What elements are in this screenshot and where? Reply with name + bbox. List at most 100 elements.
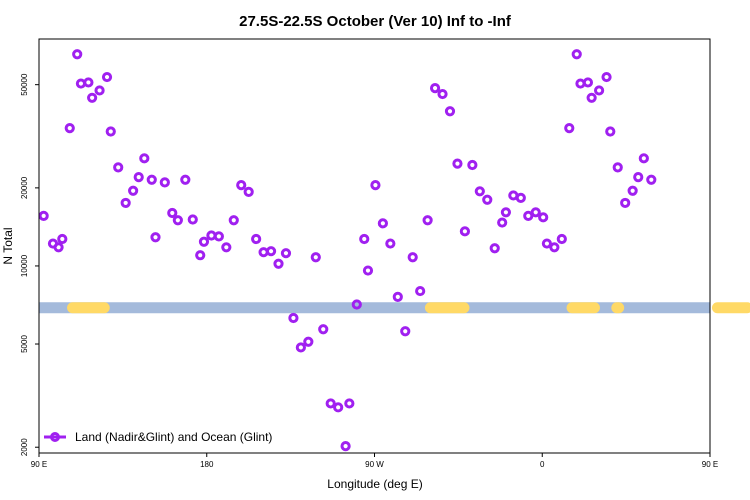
legend-marker [50, 432, 60, 442]
data-point [120, 197, 131, 209]
data-point [180, 174, 191, 185]
data-point [159, 177, 170, 188]
data-point [482, 194, 493, 205]
data-point [333, 402, 344, 413]
data-point [167, 207, 178, 219]
data-point [638, 153, 649, 164]
data-point [444, 106, 456, 117]
y-axis-label: N Total [1, 227, 15, 264]
data-point [221, 242, 232, 253]
data-point [400, 326, 411, 337]
data-point [586, 92, 597, 103]
data-point [392, 291, 403, 302]
data-point [38, 210, 49, 221]
data-point [87, 92, 98, 103]
data-point [340, 441, 351, 452]
data-point [459, 226, 470, 237]
data-point [273, 258, 284, 269]
data-point [64, 123, 75, 134]
plot-frame [38, 38, 711, 454]
data-point [538, 212, 549, 223]
data-point [489, 243, 500, 254]
data-point [53, 242, 64, 253]
data-point [429, 82, 441, 94]
data-point [415, 285, 426, 297]
x-axis-label: Longitude (deg E) [327, 477, 422, 491]
data-point [605, 126, 616, 137]
data-point [582, 77, 594, 88]
data-point [243, 186, 254, 197]
data-point [385, 238, 396, 249]
data-point [251, 233, 262, 245]
data-point [128, 185, 139, 196]
data-point [564, 123, 575, 134]
data-point [133, 172, 144, 183]
data-point [57, 233, 68, 245]
y-tick-label: 2000 [20, 438, 29, 456]
data-point [344, 398, 355, 409]
y-tick-label: 50000 [20, 73, 29, 96]
data-point [187, 214, 198, 225]
data-point [633, 172, 644, 183]
data-point [571, 49, 582, 60]
data-point [72, 49, 83, 60]
x-tick-label: 180 [200, 460, 214, 469]
y-tick-label: 5000 [20, 335, 29, 353]
data-point [236, 179, 247, 191]
data-point [612, 162, 623, 173]
x-tick-label: 90 E [702, 460, 718, 469]
data-point [549, 242, 560, 253]
data-point [627, 185, 638, 196]
y-tick-label: 10000 [20, 254, 29, 277]
data-point [139, 153, 150, 164]
data-point [422, 215, 433, 226]
data-point [359, 233, 370, 245]
data-point [105, 126, 116, 137]
data-point [377, 218, 388, 229]
data-point [500, 207, 512, 218]
data-point [94, 85, 105, 96]
data-point [601, 71, 612, 83]
data-point [198, 236, 210, 247]
chart-title: 27.5S-22.5S October (Ver 10) Inf to -Inf [239, 13, 512, 30]
legend: Land (Nadir&Glint) and Ocean (Glint) [44, 430, 272, 444]
x-tick-label: 90 E [31, 460, 47, 469]
data-point [288, 312, 299, 324]
data-point [310, 252, 321, 263]
data-point [295, 342, 306, 353]
data-point [213, 231, 224, 242]
data-point [303, 336, 314, 347]
data-point [362, 265, 374, 276]
data-point [370, 179, 381, 191]
data-point [172, 215, 183, 226]
data-point [646, 174, 657, 185]
data-point [474, 186, 485, 197]
data-point [325, 398, 336, 409]
data-point [195, 250, 206, 261]
data-point [265, 246, 277, 257]
x-axis-ticks: 90 E 180 90 W 0 90 E [31, 453, 718, 469]
data-point [228, 215, 239, 226]
data-point [318, 324, 329, 335]
y-tick-label: 20000 [20, 176, 29, 199]
data-point [101, 71, 113, 83]
data-point [515, 192, 526, 203]
data-point [620, 197, 631, 209]
data-point [452, 158, 463, 169]
data-point [593, 85, 605, 96]
data-point [530, 207, 541, 218]
data-point [437, 88, 448, 100]
data-point [146, 174, 157, 185]
data-point [83, 77, 94, 88]
data-point [280, 248, 292, 259]
data-point [150, 232, 161, 243]
y-axis-ticks: 2000 5000 10000 20000 50000 [20, 73, 39, 456]
data-point [541, 238, 553, 249]
data-point [407, 252, 418, 263]
data-point [351, 299, 362, 310]
x-tick-label: 90 W [365, 460, 384, 469]
data-point [467, 159, 478, 171]
data-points [38, 49, 657, 452]
data-point [556, 233, 567, 245]
